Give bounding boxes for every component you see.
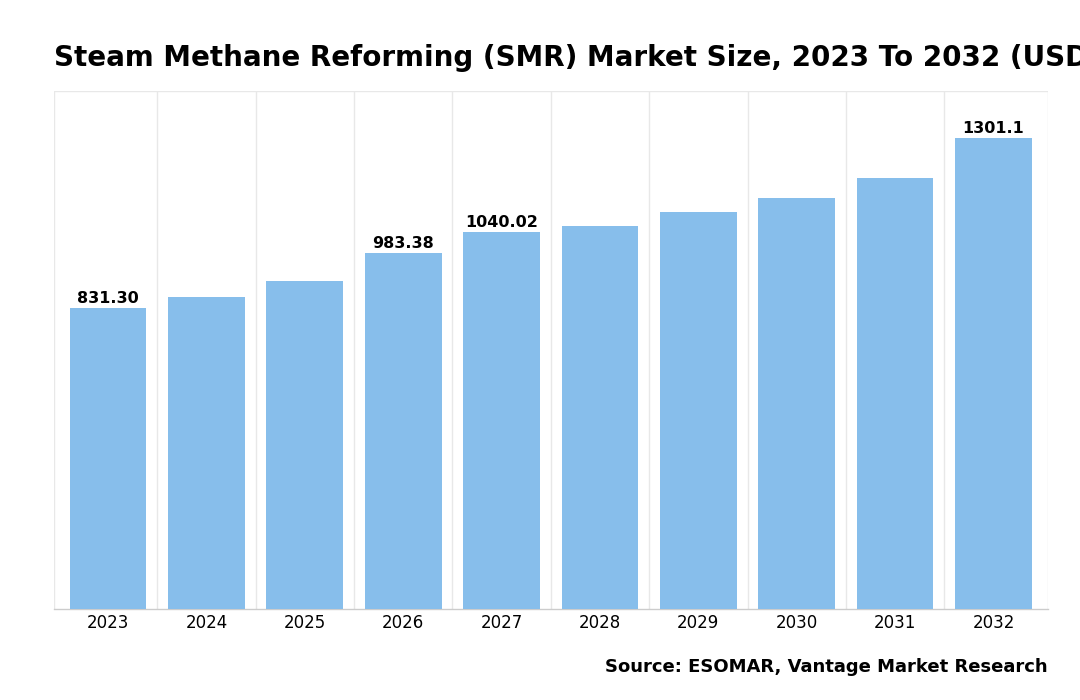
- Text: 983.38: 983.38: [373, 236, 434, 251]
- Bar: [267, 281, 343, 609]
- Text: 1301.1: 1301.1: [962, 120, 1024, 136]
- Bar: [758, 198, 835, 609]
- Bar: [562, 226, 638, 609]
- Bar: [365, 253, 442, 609]
- Bar: [463, 232, 540, 609]
- Bar: [856, 178, 933, 609]
- Text: 831.30: 831.30: [78, 290, 139, 306]
- Bar: [955, 138, 1031, 609]
- Text: 1040.02: 1040.02: [465, 215, 538, 230]
- Bar: [70, 308, 147, 609]
- Bar: [660, 212, 737, 609]
- Text: Steam Methane Reforming (SMR) Market Size, 2023 To 2032 (USD Million): Steam Methane Reforming (SMR) Market Siz…: [54, 44, 1080, 72]
- Text: Source: ESOMAR, Vantage Market Research: Source: ESOMAR, Vantage Market Research: [605, 657, 1048, 676]
- Bar: [168, 297, 245, 609]
